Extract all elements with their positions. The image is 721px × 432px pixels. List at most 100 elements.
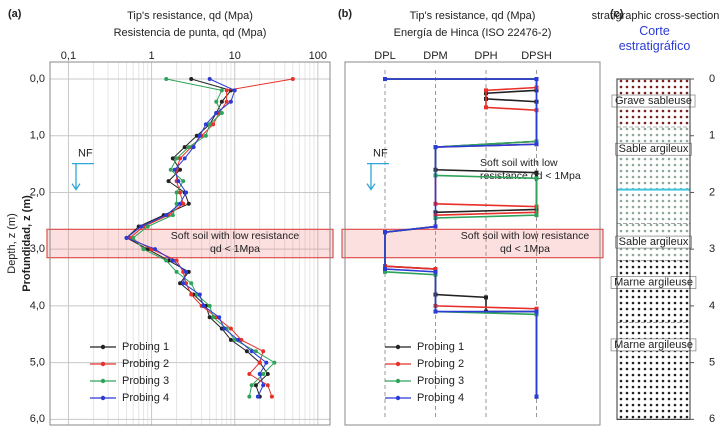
point: [258, 372, 262, 376]
legend-label: Probing 1: [122, 341, 169, 353]
legend-label: Probing 1: [417, 341, 464, 353]
stratum: [617, 261, 690, 323]
point: [181, 179, 185, 183]
point: [383, 267, 387, 271]
point: [178, 168, 182, 172]
point: [225, 100, 229, 104]
point: [169, 168, 173, 172]
stratum-label: Grave sableuse: [615, 95, 692, 107]
y-tick-label: 6: [709, 413, 715, 425]
x-axis-title: Resistencia de punta, qd (Mpa): [114, 27, 267, 39]
point: [383, 230, 387, 234]
point: [164, 213, 168, 217]
point: [245, 349, 249, 353]
point: [125, 236, 129, 240]
legend-label: Probing 2: [122, 358, 169, 370]
legend-marker: [101, 379, 105, 383]
point: [383, 77, 387, 81]
annotation: Soft soil with low resistance qd < 1Mpa: [165, 230, 305, 260]
legend-marker: [396, 345, 400, 349]
point: [208, 315, 212, 319]
water-table-label: NF: [373, 148, 388, 160]
legend-label: Probing 3: [417, 375, 464, 387]
y-tick-label: 0,0: [30, 73, 45, 85]
point: [254, 383, 258, 387]
point: [434, 145, 438, 149]
legend-label: Probing 4: [122, 392, 169, 404]
y-tick-label: 6,0: [30, 413, 45, 425]
point: [187, 202, 191, 206]
point: [175, 190, 179, 194]
point: [217, 315, 221, 319]
x-axis-title: Energía de Hinca (ISO 22476-2): [394, 27, 552, 39]
point: [270, 395, 274, 399]
legend-marker: [396, 362, 400, 366]
point: [236, 338, 240, 342]
title: stratigraphic cross-section: [592, 10, 720, 22]
legend-marker: [396, 396, 400, 400]
point: [247, 395, 251, 399]
annotation-text: Soft soil with low resistance qd < 1Mpa: [480, 157, 600, 183]
water-table-arrow: [72, 164, 94, 190]
point: [220, 100, 224, 104]
point: [178, 190, 182, 194]
x-tick-label: DPM: [423, 50, 447, 62]
point: [146, 224, 150, 228]
point: [434, 310, 438, 314]
point: [264, 361, 268, 365]
point: [272, 361, 276, 365]
point: [153, 247, 157, 251]
y-tick-label: 5: [709, 357, 715, 369]
y-tick-label: 4: [709, 300, 715, 312]
point: [535, 395, 539, 399]
point: [233, 88, 237, 92]
point: [175, 156, 179, 160]
water-table-arrow: [367, 164, 389, 190]
point: [535, 142, 539, 146]
point: [229, 327, 233, 331]
legend-label: Probing 4: [417, 392, 464, 404]
x-axis-title: Tip's resistance, qd (Mpa): [410, 10, 536, 22]
legend-marker: [101, 362, 105, 366]
point: [535, 171, 539, 175]
point: [164, 77, 168, 81]
point: [131, 236, 135, 240]
point: [139, 224, 143, 228]
point: [183, 145, 187, 149]
point: [178, 202, 182, 206]
point: [250, 383, 254, 387]
stratum-label: Marne argileuse: [614, 339, 693, 351]
point: [250, 349, 254, 353]
y-tick-label: 1: [709, 130, 715, 142]
point: [484, 105, 488, 109]
panel-label: (b): [338, 8, 352, 20]
legend-marker: [396, 379, 400, 383]
x-tick-label: DPSH: [521, 50, 552, 62]
panel-label: (a): [8, 8, 22, 20]
point: [171, 156, 175, 160]
point: [184, 190, 188, 194]
point: [192, 145, 196, 149]
point: [434, 270, 438, 274]
figure: (a)0,11101000,01,02,03,04,05,06,0Depth, …: [0, 0, 721, 432]
stratum-label: Marne argileuse: [614, 276, 693, 288]
point: [173, 168, 177, 172]
point: [261, 349, 265, 353]
point: [484, 88, 488, 92]
y-tick-label: 5,0: [30, 357, 45, 369]
point: [261, 383, 265, 387]
point: [181, 281, 185, 285]
point: [189, 293, 193, 297]
point: [189, 77, 193, 81]
stratum: [617, 323, 690, 419]
stratum-label: Sable argileux: [619, 236, 689, 248]
point: [164, 259, 168, 263]
water-table-label: NF: [78, 148, 93, 160]
subtitle-text: Corte estratigráfico: [602, 24, 707, 54]
point: [261, 372, 265, 376]
legend-label: Probing 3: [122, 375, 169, 387]
y-tick-label: 0: [709, 73, 715, 85]
point: [535, 213, 539, 217]
point: [214, 111, 218, 115]
point: [291, 77, 295, 81]
